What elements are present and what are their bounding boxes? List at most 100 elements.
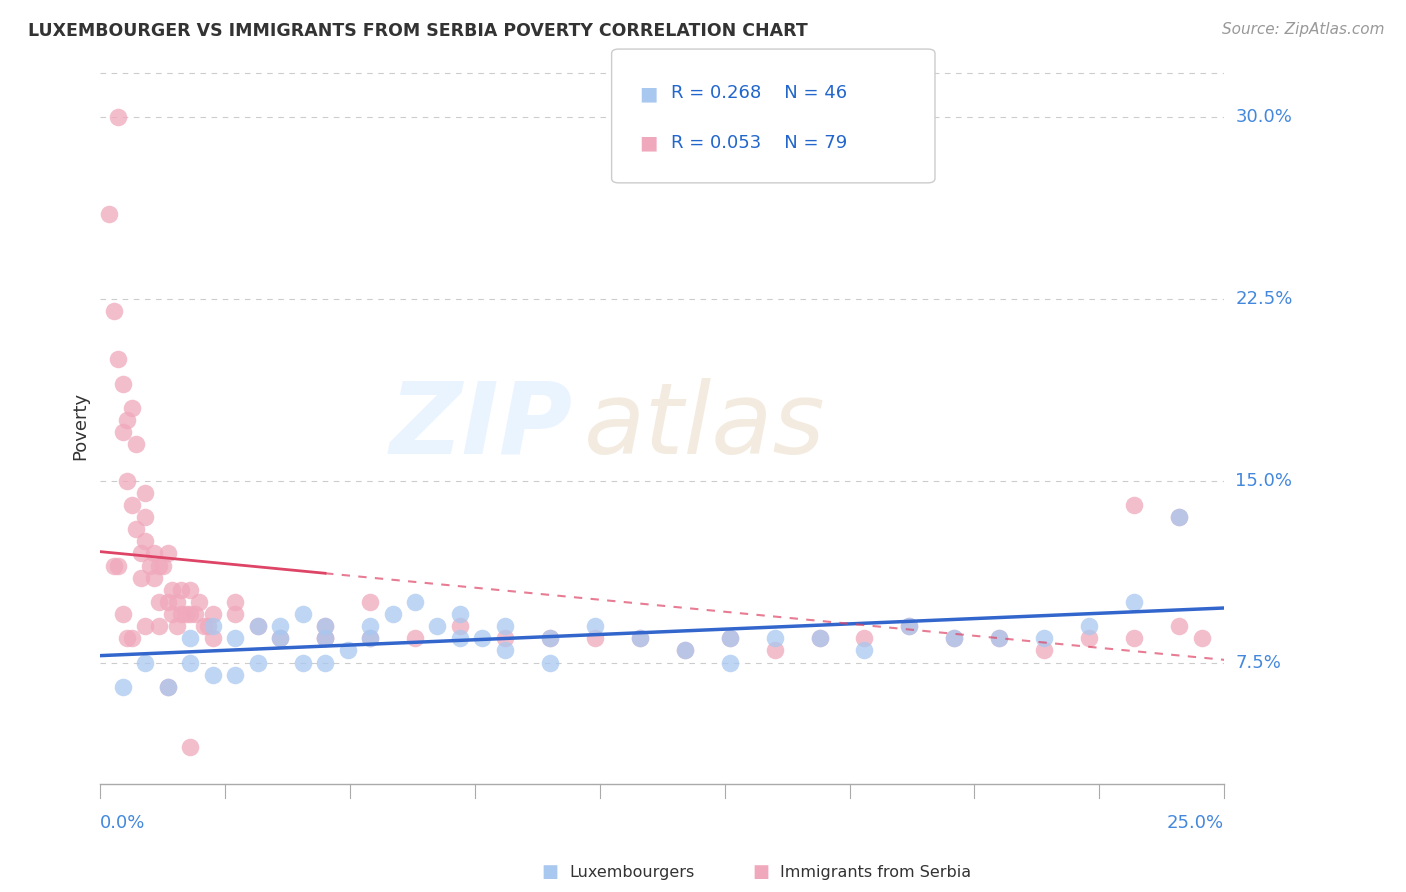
Point — [808, 632, 831, 646]
Y-axis label: Poverty: Poverty — [72, 392, 89, 460]
Point — [359, 632, 381, 646]
Point — [111, 607, 134, 621]
Point — [166, 595, 188, 609]
Point — [166, 619, 188, 633]
Point — [179, 582, 201, 597]
Point — [1033, 632, 1056, 646]
Point — [125, 437, 148, 451]
Point — [763, 632, 786, 646]
Point — [314, 619, 336, 633]
Point — [628, 632, 651, 646]
Point — [404, 632, 426, 646]
Point — [853, 643, 876, 657]
Point — [898, 619, 921, 633]
Point — [224, 667, 246, 681]
Point — [1191, 632, 1213, 646]
Text: ■: ■ — [752, 863, 769, 881]
Point — [1168, 510, 1191, 524]
Point — [359, 595, 381, 609]
Point — [628, 632, 651, 646]
Point — [103, 558, 125, 573]
Point — [718, 632, 741, 646]
Point — [143, 546, 166, 560]
Point — [139, 558, 162, 573]
Point — [107, 352, 129, 367]
Point — [121, 401, 143, 415]
Point — [494, 643, 516, 657]
Point — [1123, 632, 1146, 646]
Point — [359, 619, 381, 633]
Point — [162, 582, 184, 597]
Point — [718, 656, 741, 670]
Point — [1123, 498, 1146, 512]
Point — [121, 632, 143, 646]
Point — [538, 632, 561, 646]
Point — [763, 643, 786, 657]
Point — [134, 510, 156, 524]
Text: ■: ■ — [541, 863, 558, 881]
Point — [336, 643, 359, 657]
Point — [224, 632, 246, 646]
Point — [143, 571, 166, 585]
Point — [201, 632, 224, 646]
Point — [943, 632, 966, 646]
Point — [121, 498, 143, 512]
Point — [808, 632, 831, 646]
Point — [184, 607, 207, 621]
Text: 22.5%: 22.5% — [1236, 290, 1292, 308]
Point — [111, 376, 134, 391]
Point — [314, 632, 336, 646]
Point — [359, 632, 381, 646]
Point — [943, 632, 966, 646]
Point — [197, 619, 219, 633]
Point — [1168, 619, 1191, 633]
Point — [148, 619, 170, 633]
Point — [111, 680, 134, 694]
Text: atlas: atlas — [583, 377, 825, 475]
Point — [673, 643, 696, 657]
Text: 15.0%: 15.0% — [1236, 472, 1292, 490]
Point — [201, 607, 224, 621]
Point — [1078, 632, 1101, 646]
Point — [449, 632, 471, 646]
Point — [988, 632, 1011, 646]
Point — [1123, 595, 1146, 609]
Point — [170, 582, 193, 597]
Point — [246, 656, 269, 670]
Point — [117, 632, 139, 646]
Point — [269, 632, 291, 646]
Point — [494, 632, 516, 646]
Point — [269, 619, 291, 633]
Point — [156, 546, 179, 560]
Point — [201, 667, 224, 681]
Text: 0.0%: 0.0% — [100, 814, 146, 832]
Point — [291, 607, 314, 621]
Point — [449, 619, 471, 633]
Point — [179, 656, 201, 670]
Text: 25.0%: 25.0% — [1167, 814, 1225, 832]
Point — [538, 632, 561, 646]
Point — [246, 619, 269, 633]
Text: ■: ■ — [640, 134, 658, 153]
Point — [179, 607, 201, 621]
Point — [179, 632, 201, 646]
Point — [156, 595, 179, 609]
Point — [583, 632, 606, 646]
Point — [314, 656, 336, 670]
Point — [471, 632, 494, 646]
Point — [152, 558, 174, 573]
Point — [898, 619, 921, 633]
Text: ■: ■ — [640, 84, 658, 103]
Point — [134, 656, 156, 670]
Text: LUXEMBOURGER VS IMMIGRANTS FROM SERBIA POVERTY CORRELATION CHART: LUXEMBOURGER VS IMMIGRANTS FROM SERBIA P… — [28, 22, 808, 40]
Point — [107, 558, 129, 573]
Point — [134, 619, 156, 633]
Point — [134, 486, 156, 500]
Point — [162, 607, 184, 621]
Text: Immigrants from Serbia: Immigrants from Serbia — [780, 865, 972, 880]
Point — [134, 534, 156, 549]
Point — [718, 632, 741, 646]
Point — [156, 680, 179, 694]
Point — [1168, 510, 1191, 524]
Point — [988, 632, 1011, 646]
